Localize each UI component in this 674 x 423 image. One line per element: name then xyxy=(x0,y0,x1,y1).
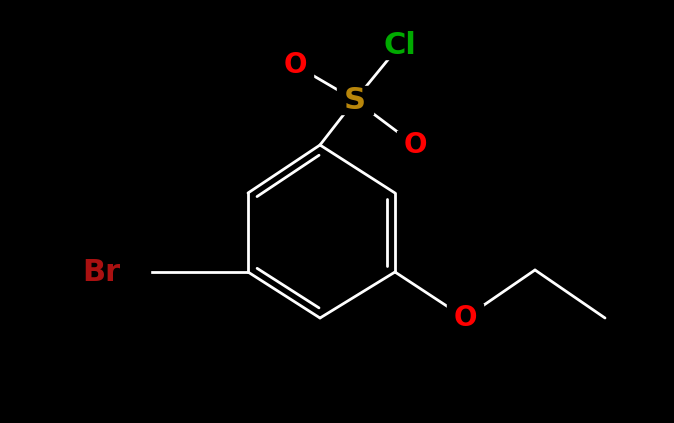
Text: O: O xyxy=(283,51,307,79)
Bar xyxy=(337,86,373,114)
Text: Br: Br xyxy=(82,258,120,286)
Bar xyxy=(447,304,483,332)
Text: O: O xyxy=(403,131,427,159)
Bar xyxy=(277,51,313,79)
Bar xyxy=(397,131,433,159)
Text: S: S xyxy=(344,85,366,115)
Text: Cl: Cl xyxy=(384,30,417,60)
Text: O: O xyxy=(453,304,477,332)
Bar xyxy=(370,31,430,59)
Bar xyxy=(90,258,150,286)
